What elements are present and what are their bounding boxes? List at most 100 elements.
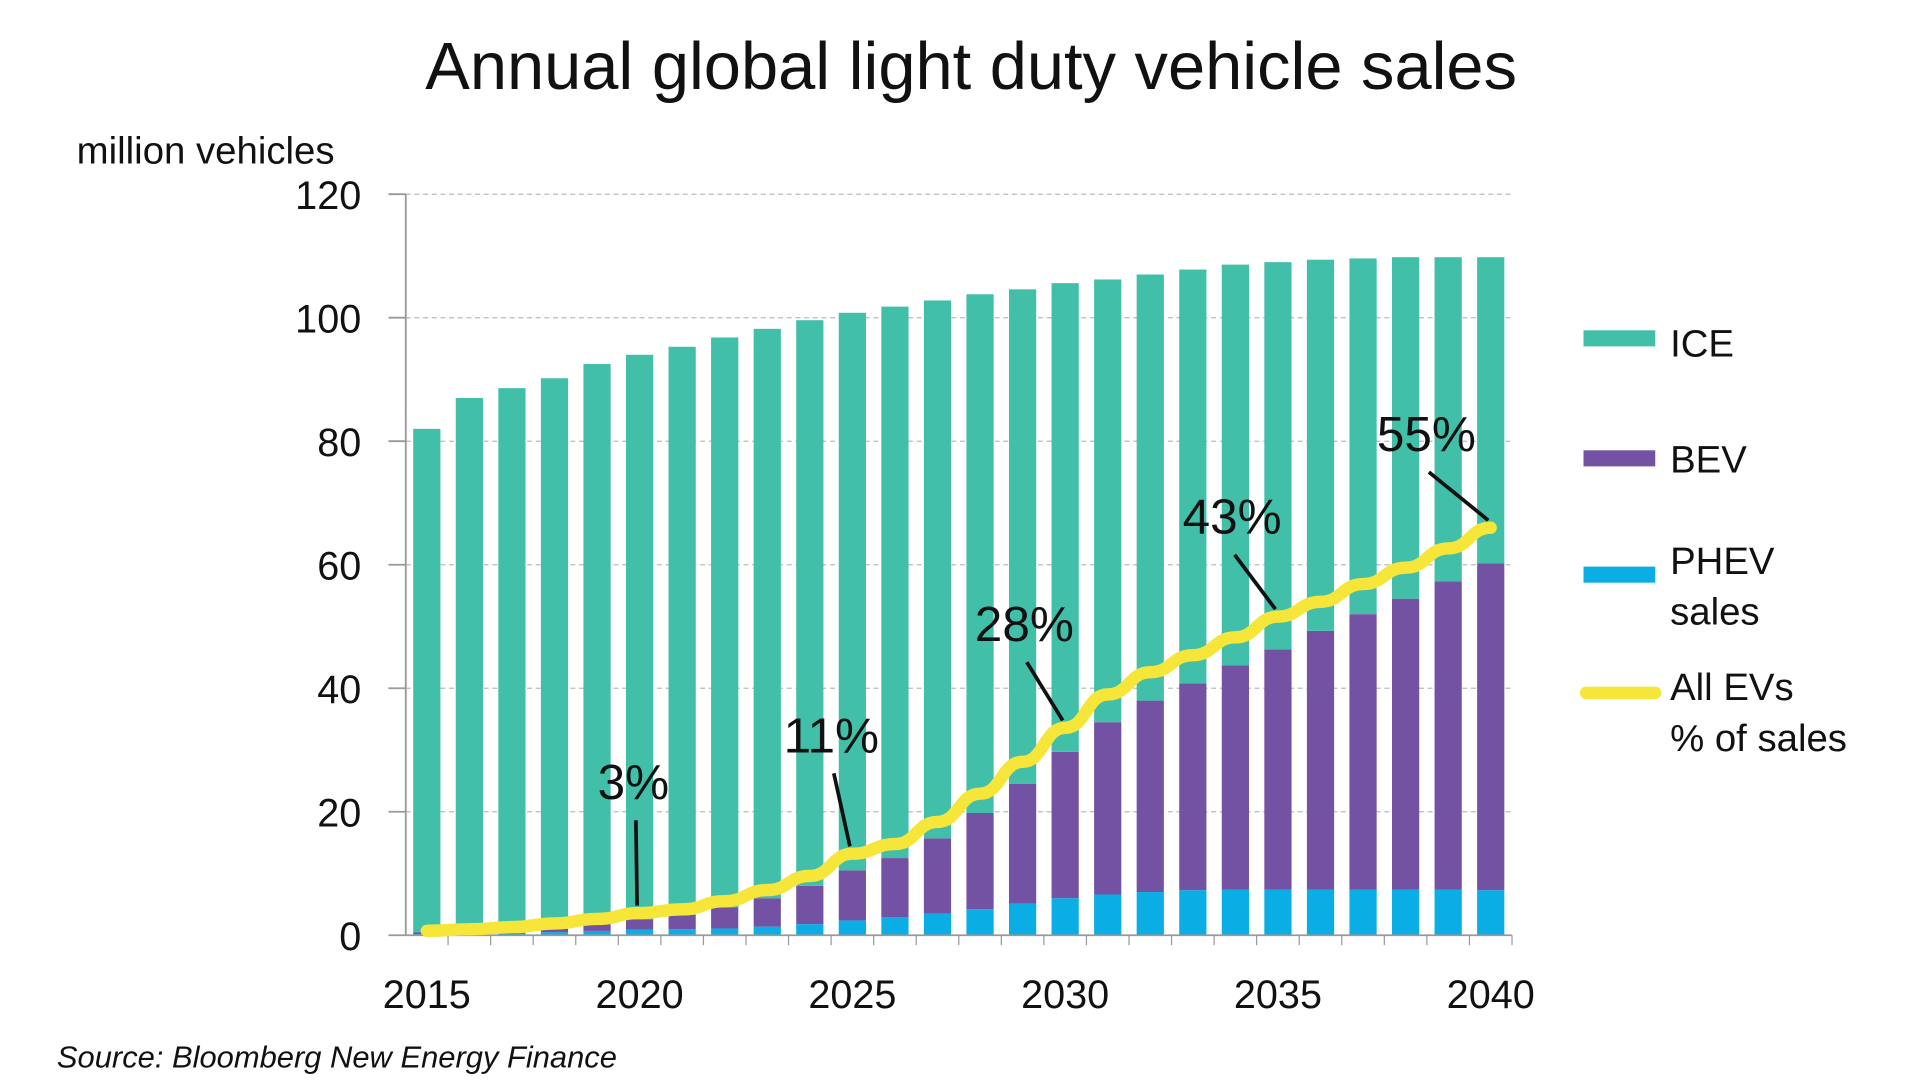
annotation-leader <box>1233 553 1277 611</box>
bar-phev-sales <box>1392 889 1420 936</box>
bar-ice <box>796 320 824 886</box>
bar-ice <box>1349 258 1377 615</box>
y-tick-label: 100 <box>295 298 361 342</box>
x-tick-label: 2030 <box>1021 973 1109 1017</box>
bar-bev <box>583 922 611 931</box>
legend: ICE BEV PHEV sales All EVs% of sales <box>1579 322 1847 760</box>
source-note: Source: Bloomberg New Energy Finance <box>57 1040 617 1075</box>
bar-ice <box>498 388 526 930</box>
bar-phev-sales <box>1051 898 1079 936</box>
bar-phev-sales <box>498 932 526 936</box>
gridlines <box>405 193 1512 813</box>
x-tick-label: 2020 <box>596 973 684 1017</box>
bar-ice <box>455 398 483 931</box>
bar-bev <box>923 838 952 914</box>
bar-ice <box>753 328 781 899</box>
y-tick-label: 120 <box>295 174 361 218</box>
bar-bev <box>1434 581 1462 890</box>
bar-ice <box>923 300 952 839</box>
bar-bev <box>1477 563 1505 891</box>
bar-phev-sales <box>966 909 994 936</box>
bar-phev-sales <box>1349 889 1377 936</box>
ev-share-line <box>420 521 1497 937</box>
bar-phev-sales <box>1094 894 1122 936</box>
bar-ice <box>1434 257 1462 582</box>
annotation-label: 3% <box>598 755 670 810</box>
bar-bev <box>1008 783 1037 904</box>
x-tick-label: 2025 <box>808 973 896 1017</box>
bar-phev-sales <box>1434 889 1462 936</box>
bar-ice <box>1477 257 1505 564</box>
y-tick-label: 20 <box>317 792 361 836</box>
bar-ice <box>838 312 866 871</box>
bar-ice <box>540 378 569 927</box>
bar-phev-sales <box>1008 903 1037 936</box>
bar-phev-sales <box>838 920 866 936</box>
bar-phev-sales <box>923 913 952 936</box>
bar-phev-sales <box>1477 890 1505 936</box>
bar-bev <box>796 885 824 925</box>
x-tick-label: 2015 <box>383 973 471 1017</box>
bar-ice <box>1008 289 1037 784</box>
bar-ice <box>1264 262 1292 650</box>
annotation-label: 11% <box>784 708 879 763</box>
annotation-label: 43% <box>1183 490 1282 545</box>
bar-bev <box>668 914 696 930</box>
legend-swatch-bev <box>1583 450 1656 467</box>
y-tick-label: 80 <box>317 421 361 465</box>
bar-bev <box>1264 649 1292 890</box>
annotation-leader <box>1427 470 1490 522</box>
annotation-leader <box>634 820 639 906</box>
bar-bev <box>711 907 739 929</box>
bar-phev-sales <box>1136 892 1164 936</box>
bar-bev <box>753 898 781 927</box>
bar-ice <box>413 428 441 933</box>
bar-ice <box>668 346 696 915</box>
bar-ice <box>1051 283 1079 752</box>
y-tick-label: 60 <box>317 545 361 589</box>
legend-swatch-ice <box>1583 330 1656 347</box>
legend-label-phev: PHEV sales <box>1670 540 1775 634</box>
x-tick-label: 2040 <box>1447 973 1535 1017</box>
bar-bev <box>1392 598 1420 890</box>
legend-swatch-phev <box>1583 566 1656 583</box>
annotation-leader <box>1025 661 1065 722</box>
annotations: 3% 11% 28% 43% 55% <box>598 407 1490 906</box>
bar-ice <box>625 354 654 920</box>
bar-ice <box>1136 274 1164 701</box>
bar-ice <box>1392 257 1420 599</box>
bar-phev-sales <box>668 929 696 936</box>
bar-phev-sales <box>881 917 909 936</box>
bar-ice <box>966 294 994 813</box>
bar-phev-sales <box>1221 889 1249 936</box>
bar-bev <box>1094 722 1122 895</box>
annotation-label: 55% <box>1377 407 1476 462</box>
chart-title: Annual global light duty vehicle sales <box>425 30 1517 104</box>
annotation-leader <box>832 772 852 847</box>
bar-phev-sales <box>753 926 781 936</box>
bar-bev <box>838 870 866 921</box>
y-axis-label: million vehicles <box>77 129 335 172</box>
bar-bev <box>625 919 654 930</box>
legend-label-bev: BEV <box>1670 439 1747 482</box>
bar-bev <box>1179 683 1207 891</box>
bar-bev <box>1349 614 1377 890</box>
bar-ice <box>711 337 739 908</box>
bar-ice <box>881 306 909 859</box>
bar-ice <box>1094 279 1122 723</box>
bar-ice <box>1221 264 1249 666</box>
bar-bev <box>1306 630 1335 890</box>
bar-bev <box>966 812 994 910</box>
annotation-label: 28% <box>975 597 1074 652</box>
bar-phev-sales <box>1306 889 1335 936</box>
bar-phev-sales <box>1179 890 1207 936</box>
bar-ice <box>1306 259 1335 631</box>
bar-ice <box>583 364 611 923</box>
ev-share-path <box>420 521 1497 937</box>
x-tick-label: 2035 <box>1234 973 1322 1017</box>
bar-bev <box>881 858 909 918</box>
legend-label-ice: ICE <box>1670 322 1734 365</box>
bar-ice <box>1179 269 1207 684</box>
